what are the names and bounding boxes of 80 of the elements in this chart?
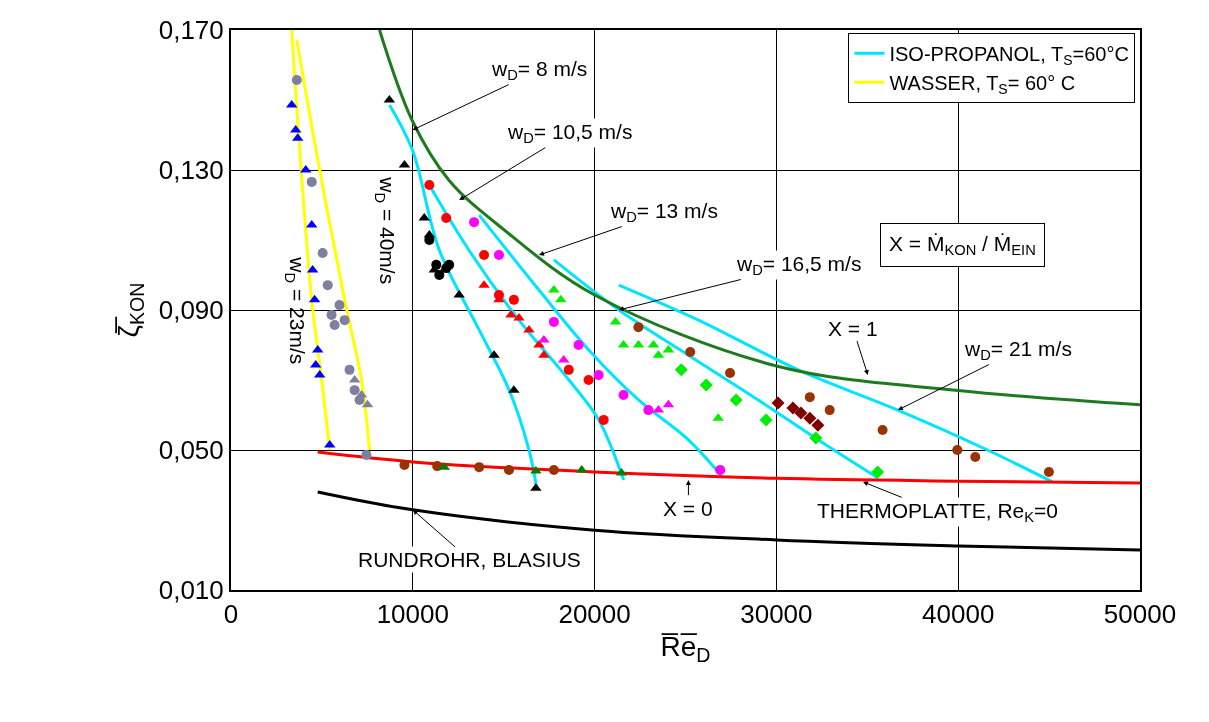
point [1043,467,1054,478]
point [715,464,726,475]
point [424,180,435,191]
point [563,364,574,375]
annotation: RUNDROHR, BLASIUS [358,548,581,571]
point [431,259,442,270]
legend-label: ISO-PROPANOL, T$_{S}$=60°C [889,43,1129,69]
point [952,445,963,455]
point [759,413,773,427]
point [555,294,567,303]
point [674,363,688,377]
point [334,300,345,311]
point [399,460,410,471]
point [434,270,445,280]
point [493,250,504,261]
point [474,462,485,473]
annotation: THERMOPLATTE, Re$_{K}$=0 [817,499,1059,526]
point [469,217,480,228]
point [291,75,302,86]
point [598,414,609,425]
point [771,396,785,410]
point [794,406,808,420]
point [633,322,644,333]
point [322,280,333,291]
x-tick-label: 30000 [740,599,813,630]
point [725,368,736,378]
point [786,401,800,415]
point [361,449,372,460]
annotation: X = 1 [828,317,878,340]
point [326,309,337,320]
y-tick-label: 0,130 [158,155,224,186]
annotation: w$_{D}$= 21 m/s [964,337,1072,364]
point [803,411,817,425]
point [699,378,713,392]
x-tick-label: 20000 [558,599,631,630]
x-tick-label: 10000 [376,599,449,630]
x-tick-label: 0 [223,599,239,630]
point [970,452,981,462]
point [548,464,559,475]
point [444,259,455,270]
x-tick-label: 40000 [922,599,995,630]
point [344,364,355,375]
point [809,431,823,445]
point [729,393,743,407]
point [441,212,452,223]
point [804,392,815,403]
x-tick-label: 50000 [1103,599,1177,630]
annotation: w$_{D}$= 8 m/s [491,57,588,84]
point [317,247,328,258]
point [643,405,654,416]
annotation: w$_{D}$= 16,5 m/s [736,252,862,279]
point [824,405,835,416]
y-tick-label: 0,050 [158,435,224,466]
annotation: X = Ṁ$_{KON}$ / Ṁ$_{EIN}$ [889,232,1036,259]
point [508,294,519,305]
x-axis-title: R̅e̅$_{D}$ [660,630,711,666]
point [871,465,885,479]
line-series [316,450,1140,485]
point [618,390,629,401]
point [583,375,594,385]
point [593,370,604,381]
point [339,315,350,326]
point [432,461,443,472]
annotation: X = 0 [663,497,713,520]
point [548,316,559,327]
y-tick-label: 0,010 [158,575,224,606]
annotation: w$_{D}$= 10,5 m/s [507,120,633,147]
point [306,176,317,187]
point [877,425,888,436]
annotation: w$_{D}$= 13 m/s [610,199,718,226]
point [329,320,340,331]
point [685,347,696,357]
point [573,340,584,350]
legend-label: WASSER, T$_{S}$= 60° C [889,72,1076,98]
y-tick-label: 0,170 [158,15,224,46]
point [349,385,360,396]
point [811,418,825,432]
point [479,250,490,261]
point [503,464,514,475]
y-tick-label: 0,090 [158,295,224,326]
